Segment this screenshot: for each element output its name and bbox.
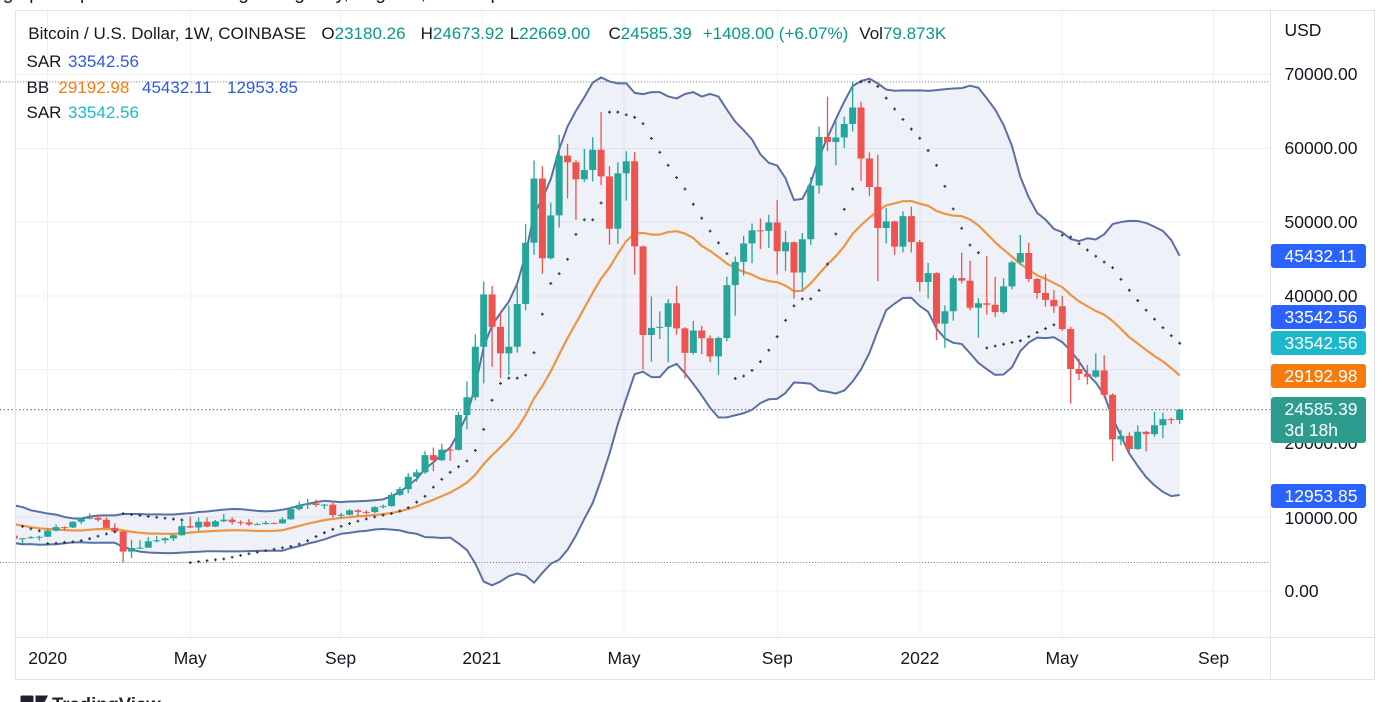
svg-text:TradingView: TradingView — [52, 694, 161, 702]
